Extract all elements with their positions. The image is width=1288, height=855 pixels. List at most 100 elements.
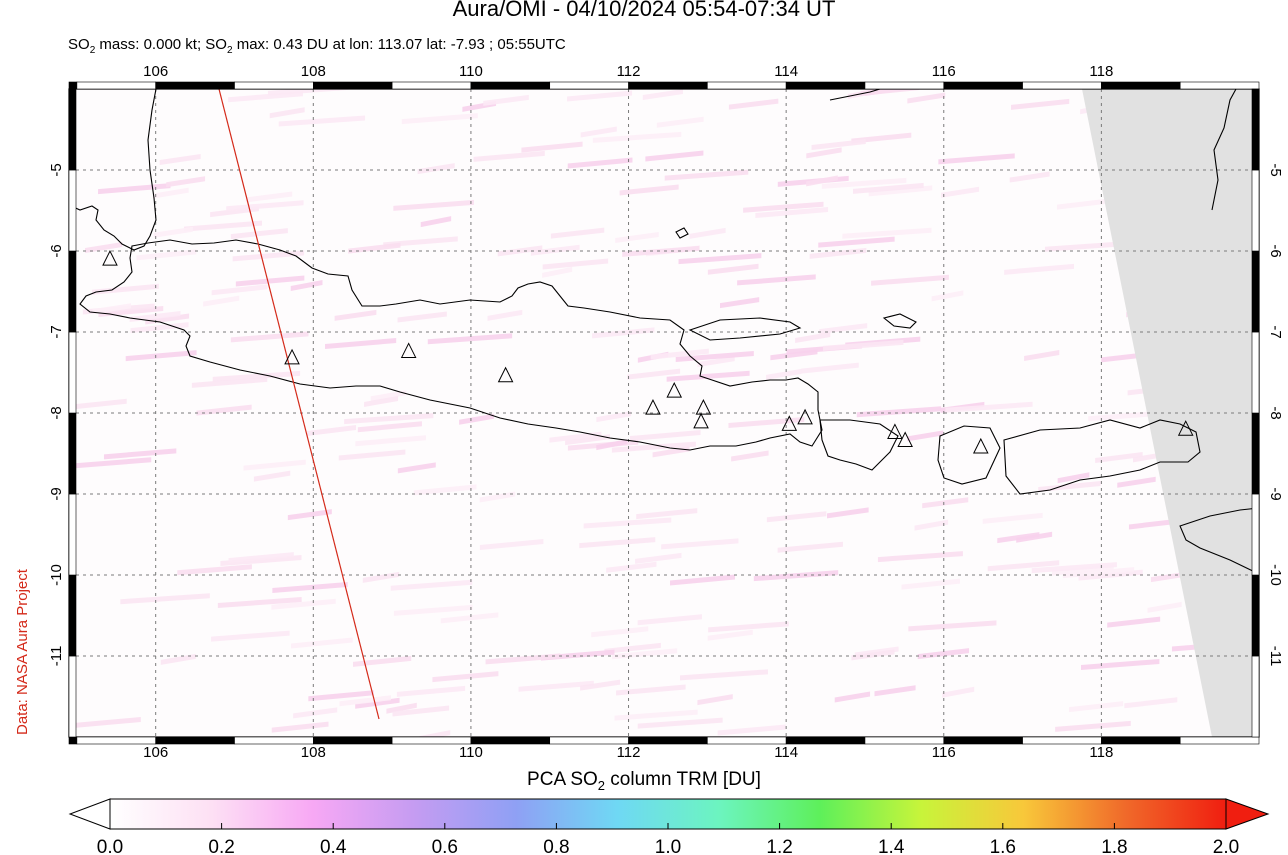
colorbar-over-arrow (1225, 798, 1270, 830)
frame-segment (391, 736, 472, 745)
lat-tick-label-left: -5 (48, 163, 65, 176)
frame-segment (1251, 331, 1260, 414)
frame-segment (628, 81, 708, 90)
sumba-coast (1179, 507, 1259, 575)
lon-tick-label-bottom: 112 (617, 744, 641, 761)
frame-segment (68, 412, 77, 495)
colorbar-tick-label: 0.0 (97, 837, 123, 855)
colorbar-tick-label: 1.8 (1101, 837, 1127, 855)
frame-segment (864, 736, 945, 745)
lat-tick-label-right: -11 (1267, 646, 1284, 667)
lat-tick-label-left: -6 (48, 244, 65, 257)
frame-segment (1251, 169, 1260, 252)
frame-segment (68, 88, 77, 171)
sulawesi-coast (1211, 89, 1237, 211)
frame-segment (549, 81, 629, 90)
lat-tick-label-left: -11 (48, 646, 65, 667)
colorbar-tick-label: 1.4 (878, 837, 905, 855)
colorbar-title: PCA SO2 column TRM [DU] (527, 769, 761, 793)
frame-segment (1251, 493, 1260, 576)
frame-segment (76, 81, 156, 90)
colorbar-under-arrow (68, 798, 111, 830)
frame-segment (943, 81, 1023, 90)
lon-tick-label-top: 110 (459, 63, 483, 80)
volcano-marker (797, 408, 813, 425)
frame-segment (68, 574, 77, 657)
frame-segment (1179, 81, 1260, 90)
frame-segment (1022, 736, 1102, 745)
frame-segment (76, 736, 156, 745)
frame-segment (1251, 574, 1260, 657)
frame-segment (1251, 412, 1260, 495)
lat-tick-label-right: -10 (1267, 564, 1284, 586)
frame-segment (785, 81, 866, 90)
lon-tick-label-bottom: 118 (1089, 744, 1113, 761)
colorbar-tick-label: 0.6 (432, 837, 458, 855)
map-title: Aura/OMI - 04/10/2024 05:54-07:34 UT (452, 0, 836, 21)
frame-segment (68, 81, 78, 90)
frame-segment (470, 81, 551, 90)
lon-tick-label-top: 106 (143, 63, 168, 80)
volcano-marker (887, 423, 903, 439)
frame-segment (68, 736, 78, 745)
volcano-marker (1177, 420, 1194, 436)
frame-segment (470, 736, 551, 745)
frame-segment (68, 493, 77, 576)
lat-tick-label-left: -10 (48, 564, 65, 586)
sumbawa-coast (1003, 419, 1201, 495)
bali-coast (819, 419, 899, 471)
frame-segment (628, 736, 708, 745)
volcano-marker (693, 412, 709, 429)
volcano-marker (695, 399, 712, 415)
frame-segment (155, 736, 235, 745)
lon-tick-label-top: 114 (774, 63, 798, 80)
lon-tick-label-bottom: 106 (143, 744, 168, 761)
madura-coast (688, 317, 802, 341)
lat-tick-label-right: -5 (1267, 163, 1284, 176)
volcano-marker (972, 437, 989, 454)
volcano-marker (781, 415, 798, 431)
frame-segment (234, 81, 314, 90)
colorbar-tick-label: 2.0 (1213, 837, 1239, 855)
frame-segment (1101, 736, 1181, 745)
lat-tick-label-right: -8 (1267, 406, 1284, 419)
frame-segment (943, 736, 1023, 745)
volcano-marker (497, 366, 514, 383)
frame-segment (68, 169, 77, 252)
lon-tick-label-bottom: 114 (774, 744, 798, 761)
kangean-coast (882, 313, 917, 329)
lat-tick-label-right: -6 (1267, 244, 1284, 257)
lon-tick-label-top: 112 (617, 63, 641, 80)
frame-segment (1101, 81, 1181, 90)
lon-tick-label-bottom: 116 (932, 744, 956, 761)
frame-segment (1179, 736, 1260, 745)
borneo-coast (829, 89, 881, 101)
lombok-coast (937, 425, 1001, 485)
colorbar-tick-label: 1.0 (655, 837, 681, 855)
frame-segment (1251, 88, 1260, 171)
frame-segment (68, 655, 77, 738)
volcano-marker (400, 342, 417, 358)
frame-segment (1251, 250, 1260, 333)
lon-tick-label-top: 108 (301, 63, 326, 80)
frame-segment (707, 736, 787, 745)
lon-tick-label-bottom: 110 (459, 744, 483, 761)
frame-segment (313, 736, 393, 745)
lat-tick-label-right: -9 (1267, 487, 1284, 500)
lon-tick-label-top: 118 (1089, 63, 1113, 80)
frame-segment (391, 81, 472, 90)
bawean-coast (675, 227, 689, 239)
colorbar-tick-label: 0.2 (208, 837, 234, 855)
swath-edge-line (218, 89, 380, 720)
frame-segment (707, 81, 787, 90)
volcano-marker (666, 382, 683, 398)
frame-segment (1251, 655, 1260, 738)
volcano-marker (645, 399, 661, 415)
lat-tick-label-left: -9 (48, 487, 65, 500)
frame-segment (68, 331, 77, 414)
lon-tick-label-top: 116 (932, 63, 956, 80)
lat-tick-label-right: -7 (1267, 325, 1284, 338)
colorbar-tick-label: 0.8 (543, 837, 569, 855)
frame-segment (313, 81, 393, 90)
